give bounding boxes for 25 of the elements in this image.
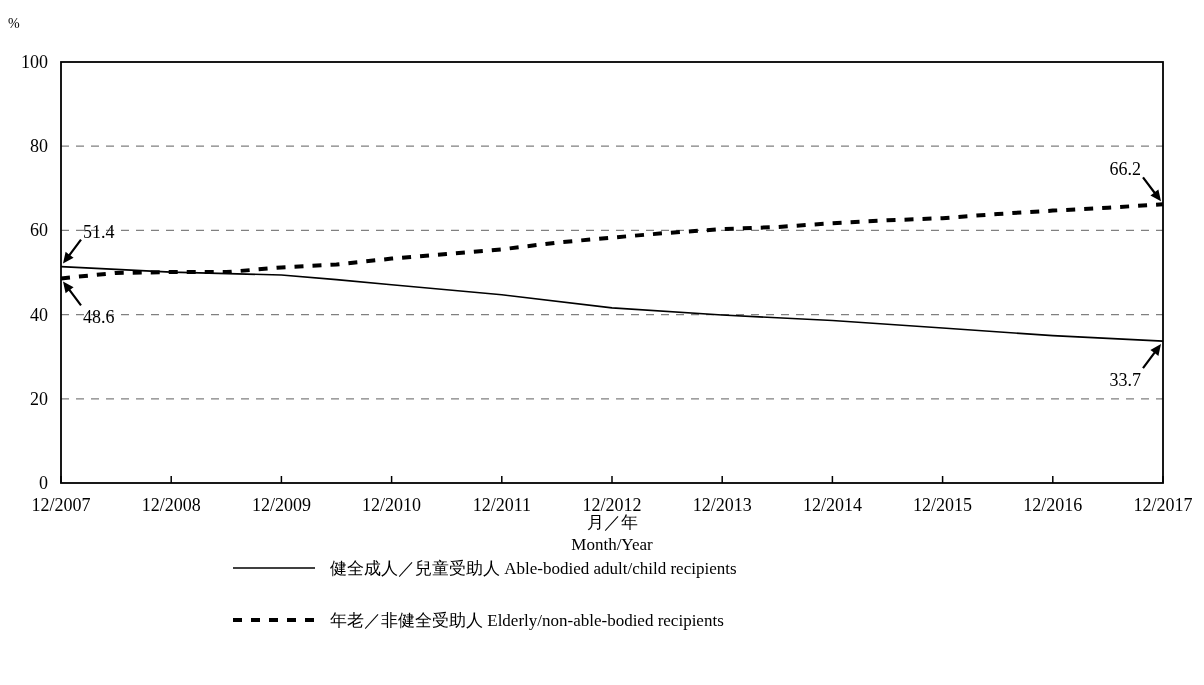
y-tick-label: 0 [39, 473, 48, 493]
x-tick-label: 12/2010 [362, 495, 422, 515]
y-tick-label: 40 [30, 304, 48, 325]
x-tick-label: 12/2017 [1133, 495, 1193, 515]
data-label: 51.4 [83, 221, 115, 242]
x-tick-label: 12/2007 [31, 495, 91, 515]
y-tick-label: 60 [30, 220, 48, 241]
y-tick-label: 80 [30, 136, 48, 157]
x-axis-title: 月／年 Month/Year [571, 513, 654, 554]
x-tick-label: 12/2011 [472, 495, 531, 515]
x-tick-label: 12/2015 [913, 495, 973, 515]
x-tick-label: 12/2012 [582, 495, 642, 515]
y-tick-label: 20 [30, 388, 48, 409]
y-tick-label: 100 [21, 52, 48, 72]
legend-label: 年老／非健全受助人 Elderly/non-able-bodied recipients [330, 611, 724, 630]
data-label: 66.2 [1109, 159, 1141, 180]
x-tick-label: 12/2016 [1023, 495, 1083, 515]
legend-label: 健全成人／兒童受助人 Able-bodied adult/child recipients [330, 559, 737, 578]
x-tick-label: 12/2013 [692, 495, 752, 515]
x-tick-label: 12/2014 [802, 495, 862, 515]
x-tick-label: 12/2008 [141, 495, 201, 515]
x-tick-label: 12/2009 [251, 495, 311, 515]
data-label: 48.6 [83, 307, 115, 328]
data-label: 33.7 [1109, 370, 1141, 391]
y-axis-title: % [8, 16, 20, 31]
